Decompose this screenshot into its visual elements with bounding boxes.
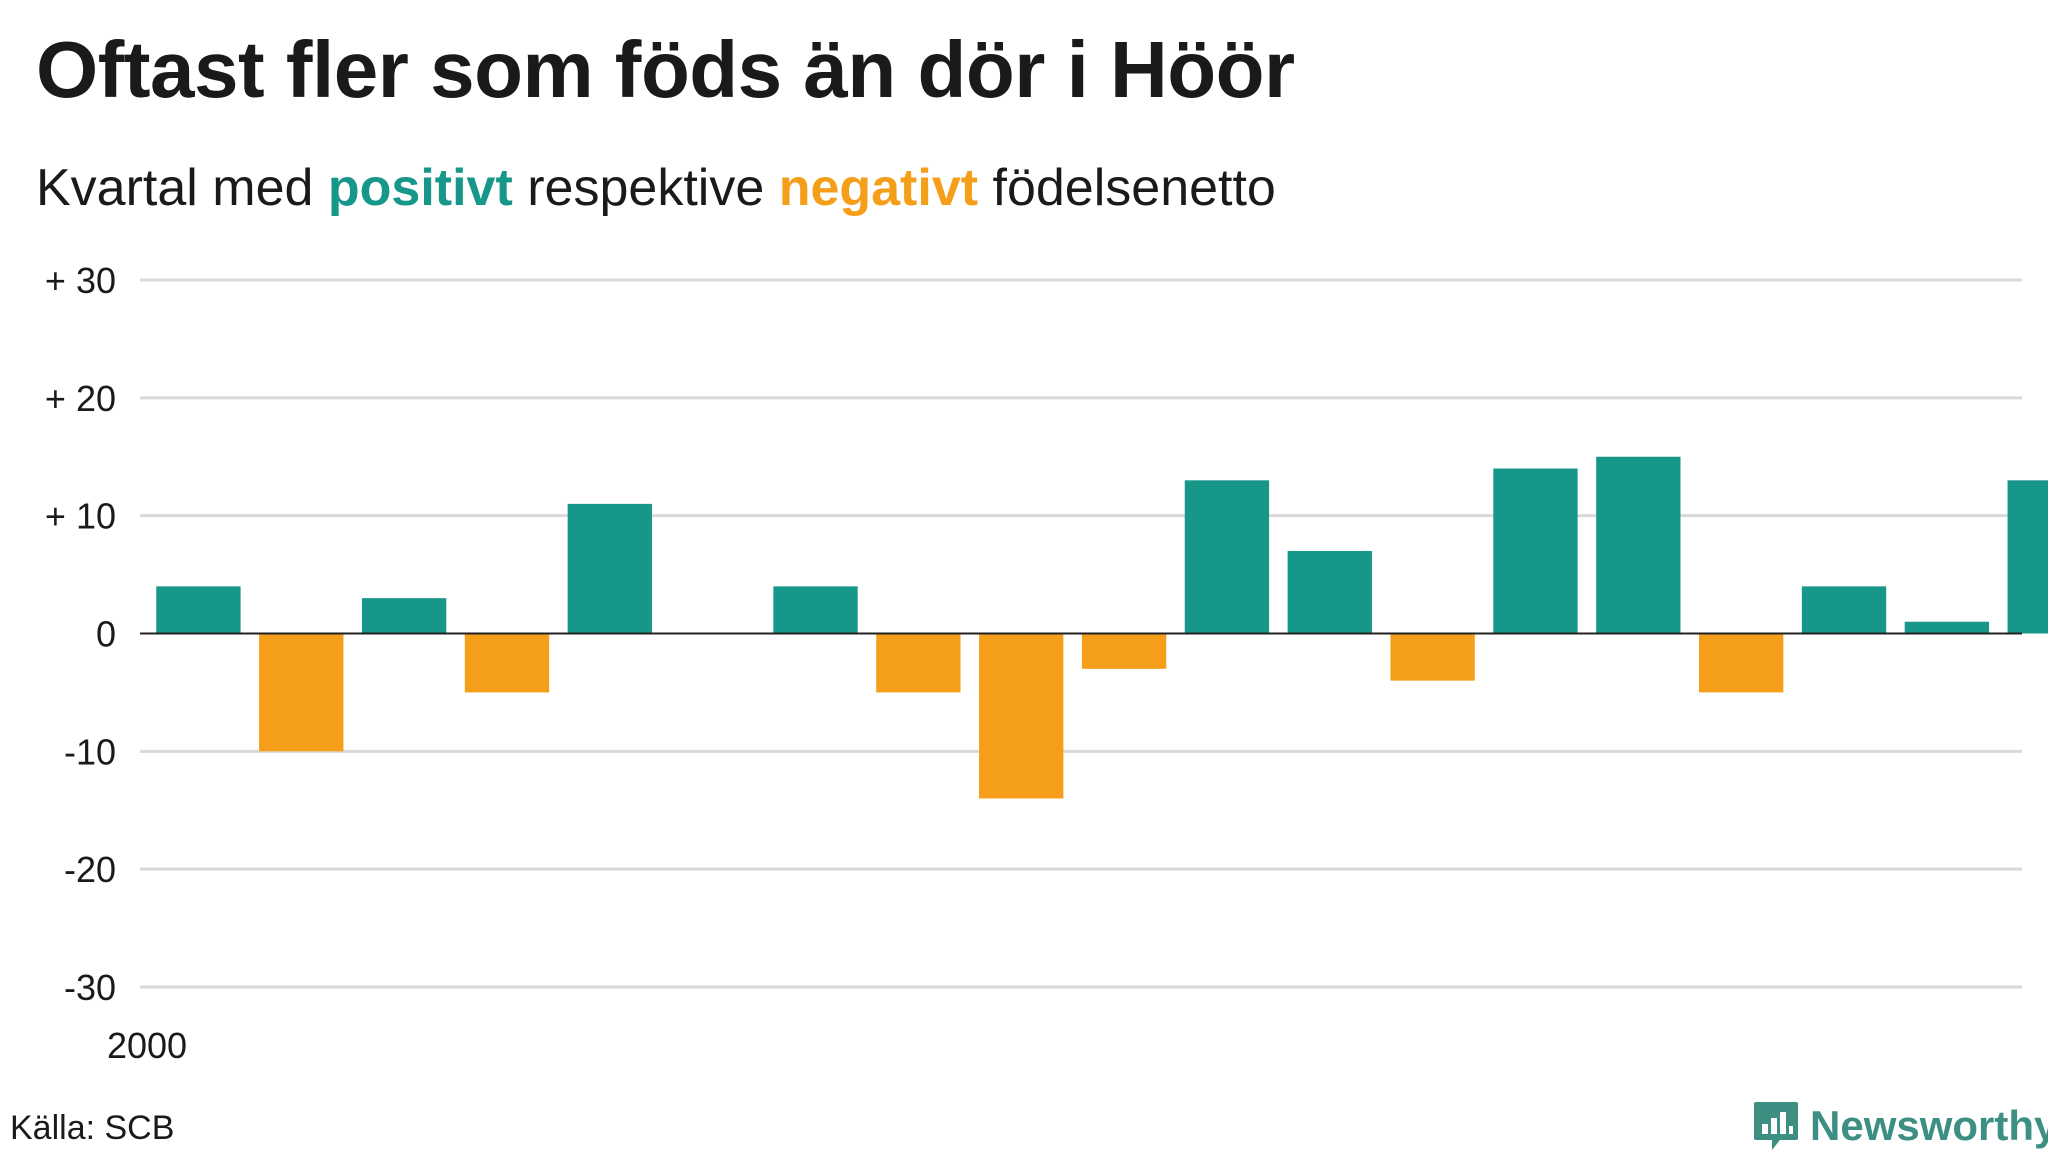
bar xyxy=(1184,480,1270,634)
source-label: Källa: SCB xyxy=(10,1109,175,1147)
y-tick-label: + 30 xyxy=(45,260,116,301)
bar xyxy=(259,633,344,752)
bar xyxy=(464,633,550,693)
subtitle-negative-label: negativt xyxy=(778,159,979,217)
bar xyxy=(979,633,1064,799)
bars xyxy=(156,456,2048,799)
bar xyxy=(567,503,652,634)
chart-subtitle: Kvartal med positivt respektive negativt… xyxy=(36,156,1276,220)
y-tick-label: + 10 xyxy=(45,496,116,537)
bar xyxy=(1081,633,1167,669)
bar xyxy=(1390,633,1475,681)
bar xyxy=(1904,621,1990,634)
y-tick-label: -30 xyxy=(64,967,116,1008)
y-tick-label: -20 xyxy=(64,849,116,890)
brand-logo: Newsworthy xyxy=(1752,1100,2048,1152)
bar xyxy=(1287,551,1372,634)
y-tick-label: + 20 xyxy=(45,378,116,419)
subtitle-positive-label: positivt xyxy=(327,159,513,217)
subtitle-middle: respektive xyxy=(512,159,779,217)
y-tick-label: -10 xyxy=(64,731,116,772)
axes: + 30+ 20+ 100-10-20-30200020052010201520… xyxy=(45,260,2022,1066)
bar xyxy=(1801,586,1887,634)
bar xyxy=(2007,480,2048,634)
y-tick-label: 0 xyxy=(96,614,116,655)
bar xyxy=(876,633,961,693)
bar-chart: + 30+ 20+ 100-10-20-30200020052010201520… xyxy=(45,260,2048,1066)
x-tick-label: 2000 xyxy=(107,1025,187,1066)
bar xyxy=(1493,468,1578,634)
subtitle-prefix: Kvartal med xyxy=(36,159,328,217)
brand-name: Newsworthy xyxy=(1810,1102,2048,1149)
chart-title: Oftast fler som föds än dör i Höör xyxy=(36,25,1295,114)
bar xyxy=(773,586,858,634)
bar-chart-speech-bubble-icon xyxy=(1754,1102,1798,1150)
bar xyxy=(1699,633,1784,693)
bar xyxy=(1596,456,1681,634)
grid-lines xyxy=(140,278,2022,989)
subtitle-suffix: födelsenetto xyxy=(978,159,1276,217)
bar xyxy=(156,586,241,634)
bar xyxy=(361,598,447,634)
